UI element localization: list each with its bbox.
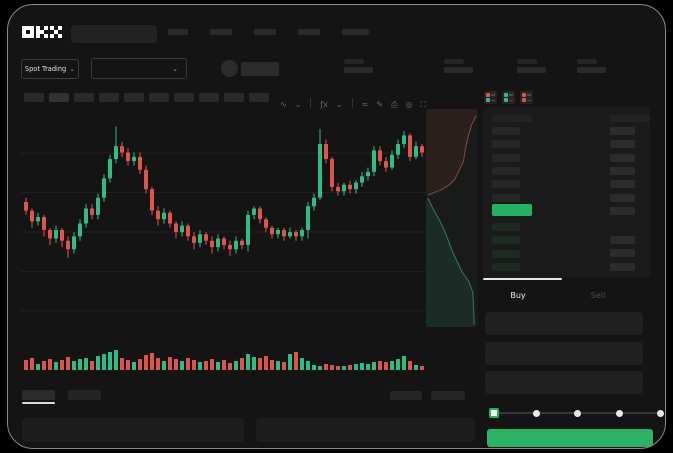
nav-item-placeholder[interactable] — [210, 29, 232, 35]
amount-input[interactable] — [485, 341, 643, 365]
chevron-down-icon[interactable]: ⌄ — [335, 100, 343, 109]
orders-tab-placeholder-active[interactable] — [22, 390, 55, 400]
book-asks-icon[interactable] — [520, 91, 533, 104]
camera-icon[interactable]: ⎙ — [391, 100, 398, 109]
ask-amount-placeholder — [610, 206, 635, 215]
price-input[interactable] — [485, 312, 643, 335]
pair-select-dropdown[interactable]: ⌄ — [91, 58, 187, 79]
okx-logo[interactable] — [22, 24, 64, 43]
interval-button-placeholder[interactable] — [249, 93, 269, 102]
bid-amount-placeholder — [610, 236, 635, 244]
chart-type-icon[interactable]: ∿ — [280, 100, 287, 109]
ask-price-placeholder[interactable] — [492, 140, 520, 149]
bid-amount-placeholder — [610, 249, 635, 258]
ask-amount-placeholder — [610, 180, 635, 189]
app-window: Spot Trading ⌄ ⌄ ∿ ⌄ ƒx ⌄ ≈ ✎ ⎙ ◎ ⛶ Buy Sell — [7, 4, 666, 449]
ask-amount-placeholder — [610, 166, 635, 175]
tab-buy[interactable]: Buy — [510, 291, 526, 300]
interval-button-placeholder[interactable] — [24, 93, 44, 102]
tab-sell[interactable]: Sell — [590, 291, 606, 300]
stat-label-placeholder — [517, 59, 537, 64]
ask-amount-placeholder — [610, 193, 635, 202]
candlestick-chart[interactable] — [21, 111, 426, 373]
bid-amount-placeholder — [610, 262, 635, 271]
orders-tab-placeholder[interactable] — [68, 390, 101, 400]
bid-price-placeholder[interactable] — [492, 262, 520, 271]
ask-price-placeholder[interactable] — [492, 153, 520, 162]
slider-stop[interactable] — [657, 409, 664, 417]
ask-amount-placeholder — [610, 153, 635, 162]
nav-item-placeholder[interactable] — [298, 29, 320, 35]
stat-value-placeholder — [577, 67, 606, 73]
fullscreen-icon[interactable]: ⛶ — [420, 100, 427, 109]
submit-buy-button[interactable] — [487, 429, 653, 447]
order-book[interactable] — [483, 107, 650, 278]
interval-button-placeholder[interactable] — [224, 93, 244, 102]
slider-stop[interactable] — [574, 409, 581, 417]
stat-label-placeholder — [344, 59, 364, 64]
chevron-down-icon: ⌄ — [69, 65, 76, 73]
pair-price-placeholder — [241, 62, 279, 76]
toolbar-divider — [310, 97, 312, 108]
bid-price-placeholder[interactable] — [492, 236, 520, 245]
interval-button-placeholder[interactable] — [149, 93, 169, 102]
ask-price-placeholder[interactable] — [492, 127, 520, 135]
coin-avatar — [221, 60, 238, 77]
active-tab-indicator — [483, 278, 562, 280]
interval-button-placeholder[interactable] — [99, 93, 119, 102]
ask-price-placeholder[interactable] — [492, 193, 520, 202]
ask-price-placeholder[interactable] — [492, 166, 520, 175]
stat-value-placeholder — [517, 67, 546, 73]
ask-price-placeholder[interactable] — [492, 180, 520, 189]
interval-button-placeholder[interactable] — [199, 93, 219, 102]
orderbook-col-header-price — [492, 115, 532, 122]
bid-price-placeholder[interactable] — [492, 223, 520, 231]
bid-price-placeholder[interactable] — [492, 249, 520, 258]
ask-amount-placeholder — [610, 127, 635, 135]
orderbook-col-header-amount — [610, 115, 650, 122]
stat-value-placeholder — [444, 67, 473, 73]
line-style-icon[interactable]: ≈ — [361, 100, 369, 109]
stat-label-placeholder — [444, 59, 464, 64]
orders-active-tab-underline — [22, 402, 55, 404]
draw-icon[interactable]: ✎ — [376, 100, 384, 109]
indicators-icon[interactable]: ƒx — [320, 100, 328, 109]
orders-table-placeholder[interactable] — [22, 418, 244, 442]
ask-amount-placeholder — [610, 140, 635, 149]
market-type-label: Spot Trading — [24, 65, 67, 73]
orders-filter-placeholder[interactable] — [431, 391, 465, 400]
interval-button-placeholder[interactable] — [74, 93, 94, 102]
chevron-down-icon[interactable]: ⌄ — [294, 100, 302, 109]
slider-stop[interactable] — [532, 409, 540, 417]
nav-item-placeholder[interactable] — [254, 29, 276, 35]
stat-label-placeholder — [577, 59, 597, 64]
nav-item-placeholder[interactable] — [342, 29, 369, 35]
interval-button-placeholder[interactable] — [49, 93, 69, 102]
chart-tools: ∿ ⌄ ƒx ⌄ ≈ ✎ ⎙ ◎ ⛶ — [276, 92, 430, 109]
history-table-placeholder[interactable] — [256, 418, 475, 442]
interval-button-placeholder[interactable] — [124, 93, 144, 102]
market-type-dropdown[interactable]: Spot Trading ⌄ — [21, 59, 79, 79]
slider-stop[interactable] — [615, 409, 623, 417]
book-all-icon[interactable] — [484, 91, 497, 104]
interval-button-placeholder[interactable] — [174, 93, 194, 102]
orders-filter-placeholder[interactable] — [390, 391, 422, 400]
nav-item-placeholder[interactable] — [168, 29, 188, 35]
stat-value-placeholder — [344, 67, 373, 73]
book-bids-icon[interactable] — [502, 91, 515, 104]
toolbar-divider — [351, 97, 353, 108]
last-price-badge[interactable] — [492, 204, 532, 216]
depth-chart[interactable] — [426, 109, 478, 327]
search-input[interactable] — [71, 25, 157, 43]
slider-handle-active[interactable] — [489, 408, 499, 418]
trade-tabs: Buy Sell — [478, 283, 638, 305]
chevron-down-icon: ⌄ — [172, 64, 178, 73]
total-input[interactable] — [485, 371, 643, 394]
settings-icon[interactable]: ◎ — [405, 100, 413, 109]
